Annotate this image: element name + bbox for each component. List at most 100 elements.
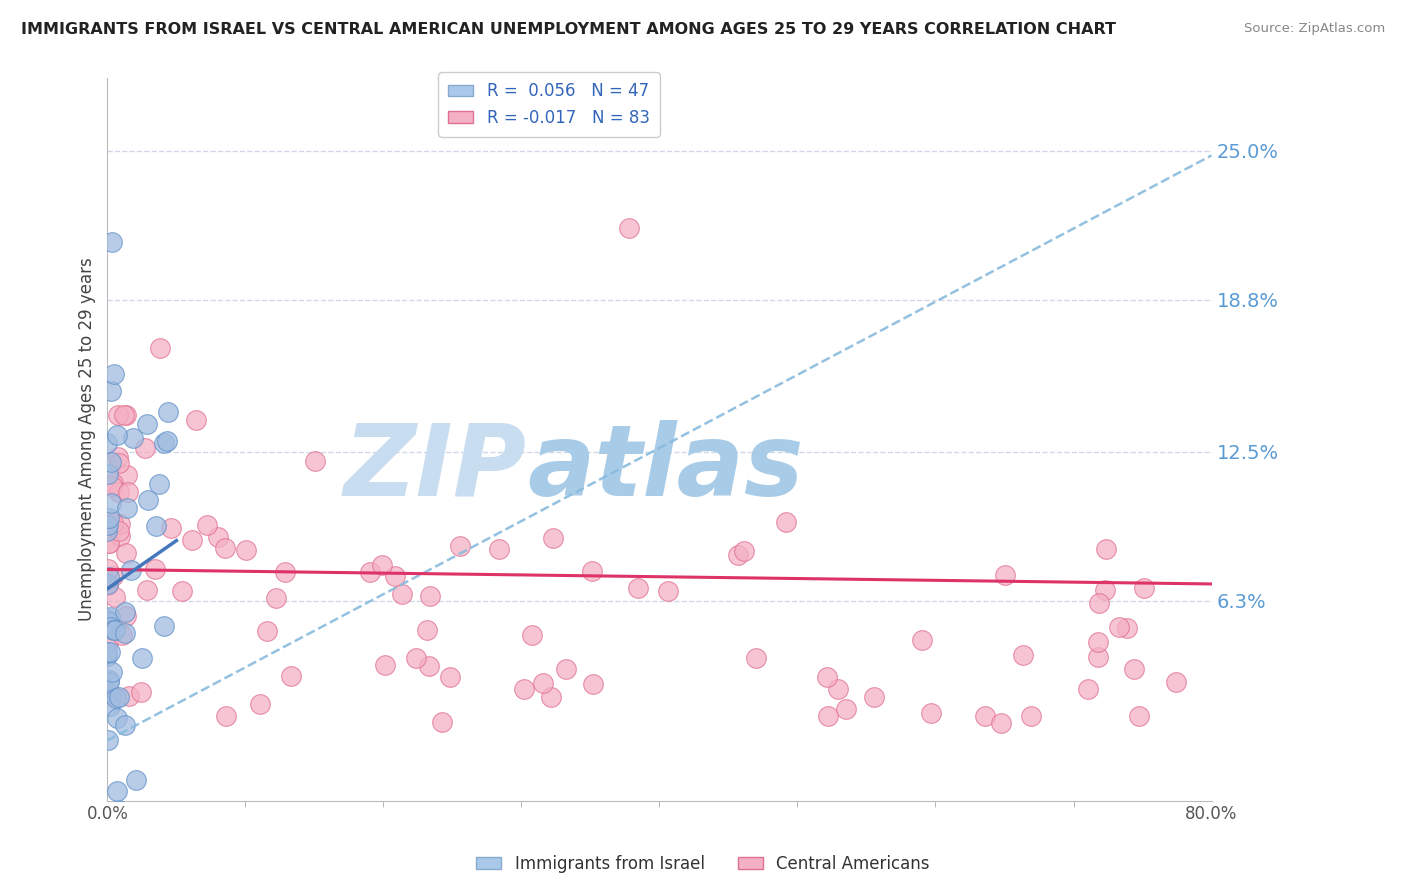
Point: [108, 517, 131, 532]
Point: [1128, 709, 1150, 723]
Point: [274, 566, 297, 580]
Point: [101, 624, 124, 638]
Point: [105, 784, 128, 798]
Point: [149, 341, 172, 355]
Point: [834, 702, 856, 716]
Point: [131, 651, 153, 665]
Point: [96, 576, 118, 591]
Point: [371, 558, 394, 573]
Point: [1094, 542, 1116, 557]
Point: [108, 690, 131, 704]
Point: [98, 675, 121, 690]
Text: Source: ZipAtlas.com: Source: ZipAtlas.com: [1244, 22, 1385, 36]
Point: [727, 548, 749, 562]
Point: [533, 676, 555, 690]
Point: [156, 434, 179, 449]
Point: [97, 562, 120, 576]
Point: [96, 648, 118, 663]
Point: [136, 583, 159, 598]
Point: [520, 628, 543, 642]
Point: [617, 220, 640, 235]
Point: [627, 582, 650, 596]
Point: [97, 467, 120, 481]
Point: [416, 624, 439, 638]
Point: [105, 691, 128, 706]
Point: [148, 476, 170, 491]
Point: [122, 838, 145, 852]
Point: [249, 697, 271, 711]
Point: [863, 690, 886, 704]
Point: [581, 564, 603, 578]
Point: [153, 619, 176, 633]
Point: [815, 670, 838, 684]
Point: [105, 711, 128, 725]
Point: [100, 665, 122, 679]
Point: [107, 450, 129, 464]
Point: [100, 235, 122, 249]
Point: [391, 587, 413, 601]
Point: [97, 615, 120, 629]
Point: [235, 543, 257, 558]
Point: [145, 518, 167, 533]
Point: [122, 431, 145, 445]
Point: [97, 535, 120, 549]
Point: [97, 536, 120, 550]
Legend: R =  0.056   N = 47, R = -0.017   N = 83: R = 0.056 N = 47, R = -0.017 N = 83: [439, 72, 659, 136]
Point: [180, 533, 202, 548]
Point: [1123, 662, 1146, 676]
Point: [114, 718, 136, 732]
Point: [98, 610, 121, 624]
Point: [100, 620, 122, 634]
Point: [744, 651, 766, 665]
Point: [100, 384, 122, 399]
Point: [145, 562, 167, 576]
Point: [215, 709, 238, 723]
Point: [817, 709, 839, 723]
Point: [582, 677, 605, 691]
Point: [96, 436, 118, 450]
Point: [449, 539, 471, 553]
Point: [108, 456, 131, 470]
Point: [1164, 675, 1187, 690]
Point: [430, 714, 453, 729]
Point: [156, 405, 179, 419]
Point: [117, 467, 139, 482]
Point: [775, 515, 797, 529]
Text: IMMIGRANTS FROM ISRAEL VS CENTRAL AMERICAN UNEMPLOYMENT AMONG AGES 25 TO 29 YEAR: IMMIGRANTS FROM ISRAEL VS CENTRAL AMERIC…: [21, 22, 1116, 37]
Y-axis label: Unemployment Among Ages 25 to 29 years: Unemployment Among Ages 25 to 29 years: [79, 258, 96, 622]
Point: [910, 633, 932, 648]
Point: [733, 544, 755, 558]
Point: [108, 524, 131, 538]
Point: [973, 709, 995, 723]
Point: [266, 591, 288, 606]
Point: [97, 570, 120, 584]
Point: [96, 645, 118, 659]
Point: [184, 413, 207, 427]
Point: [97, 686, 120, 700]
Point: [657, 583, 679, 598]
Point: [103, 368, 125, 382]
Point: [115, 409, 138, 423]
Point: [115, 501, 138, 516]
Point: [108, 484, 131, 499]
Point: [114, 546, 136, 560]
Point: [97, 578, 120, 592]
Point: [104, 887, 127, 892]
Point: [405, 650, 427, 665]
Text: atlas: atlas: [527, 420, 803, 516]
Point: [111, 628, 134, 642]
Point: [107, 409, 129, 423]
Point: [108, 528, 131, 542]
Point: [100, 688, 122, 702]
Point: [114, 626, 136, 640]
Point: [554, 662, 576, 676]
Point: [117, 484, 139, 499]
Point: [990, 716, 1012, 731]
Point: [118, 835, 141, 849]
Point: [105, 427, 128, 442]
Point: [1087, 649, 1109, 664]
Point: [129, 685, 152, 699]
Point: [108, 803, 131, 817]
Point: [1012, 648, 1035, 662]
Text: ZIP: ZIP: [344, 420, 527, 516]
